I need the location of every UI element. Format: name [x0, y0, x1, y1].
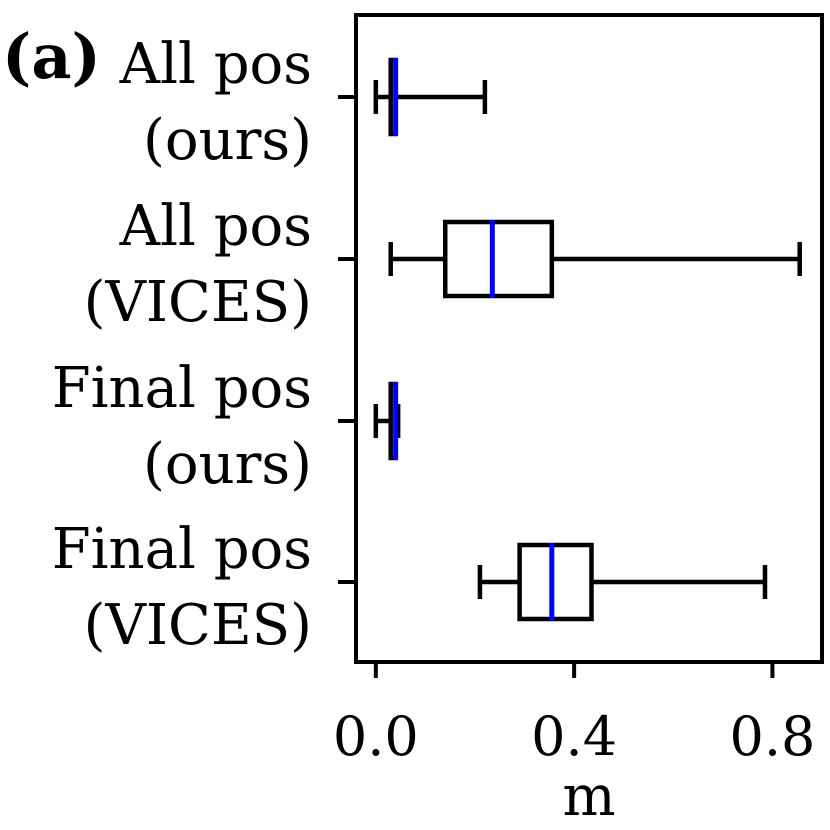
axes-frame	[354, 13, 824, 664]
category-label-line1: Final pos	[52, 517, 312, 582]
x-axis-label: m	[562, 764, 615, 829]
category-label-line1: Final pos	[52, 356, 312, 421]
panel-label: (a)	[2, 20, 101, 93]
x-tick-label: 0.8	[729, 705, 815, 768]
x-tick-label: 0.0	[333, 705, 419, 768]
plot-area: 0.0 0.4 0.8 All pos (ours) All pos (VICES) Fina…	[52, 13, 824, 768]
category-label-line2: (ours)	[143, 108, 312, 173]
iqr-box	[442, 219, 555, 299]
category-label-line1: All pos	[119, 32, 312, 97]
category-label-line1: All pos	[119, 194, 312, 259]
category-label-line2: (VICES)	[84, 593, 312, 658]
category-label-line2: (VICES)	[84, 270, 312, 335]
iqr-box	[517, 542, 594, 622]
x-tick-label: 0.4	[531, 705, 617, 768]
category-label-line2: (ours)	[143, 432, 312, 497]
